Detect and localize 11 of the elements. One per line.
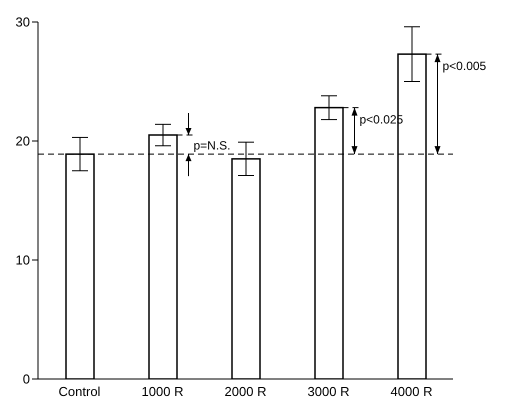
y-tick-label: 20 [16, 134, 30, 149]
y-tick-label: 0 [22, 372, 30, 387]
y-tick-label: 10 [16, 252, 30, 268]
x-tick-label: 2000 R [224, 384, 266, 400]
x-tick-label: 4000 R [390, 384, 432, 400]
x-tick-label: 1000 R [142, 384, 184, 400]
x-tick-label: 3000 R [308, 384, 350, 400]
annotation: p<0.005 [442, 59, 487, 74]
y-tick-label: 30 [16, 14, 30, 30]
x-tick-label: Control [58, 384, 101, 400]
annotation: p=N.S. [194, 138, 231, 153]
